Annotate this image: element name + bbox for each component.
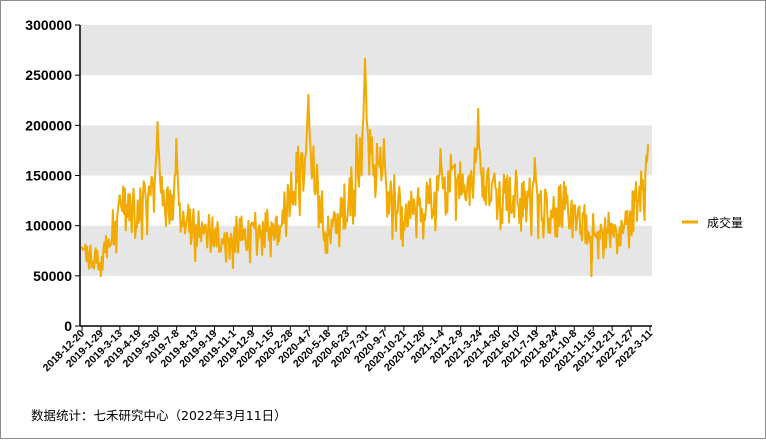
data-point	[326, 251, 329, 254]
data-point	[646, 144, 650, 147]
source-note: 数据统计：七禾研究中心（2022年3月11日）	[31, 408, 287, 423]
data-point	[80, 246, 84, 249]
data-point	[477, 108, 480, 111]
data-point	[175, 138, 178, 141]
y-tick-label: 250000	[25, 67, 72, 83]
data-point	[307, 94, 310, 97]
data-point	[118, 194, 121, 197]
data-point	[401, 244, 404, 247]
grid-band	[80, 125, 652, 176]
series-layer	[80, 57, 650, 278]
data-point	[194, 259, 197, 262]
data-point	[99, 274, 103, 278]
legend-label: 成交量	[707, 215, 743, 230]
data-point	[533, 157, 536, 160]
x-axis-ticks: 2018-12-202019-1-292019-3-132019-4-19201…	[41, 326, 655, 374]
axes	[79, 25, 652, 327]
y-tick-label: 150000	[25, 168, 72, 184]
grid-band	[80, 225, 652, 276]
grid-band	[80, 275, 652, 326]
data-point	[382, 138, 386, 141]
y-tick-label: 50000	[33, 268, 72, 284]
y-tick-label: 100000	[25, 218, 72, 234]
data-point	[156, 121, 159, 124]
y-tick-label: 300000	[25, 17, 72, 33]
data-point	[231, 266, 235, 270]
y-tick-label: 200000	[25, 117, 72, 133]
data-point	[363, 57, 367, 61]
data-point	[439, 148, 442, 151]
y-tick-label: 0	[64, 318, 72, 334]
legend: 成交量	[682, 215, 743, 230]
data-point	[590, 274, 593, 278]
y-axis-ticks: 0 50000 100000 150000 200000 250000 300000	[25, 17, 80, 334]
